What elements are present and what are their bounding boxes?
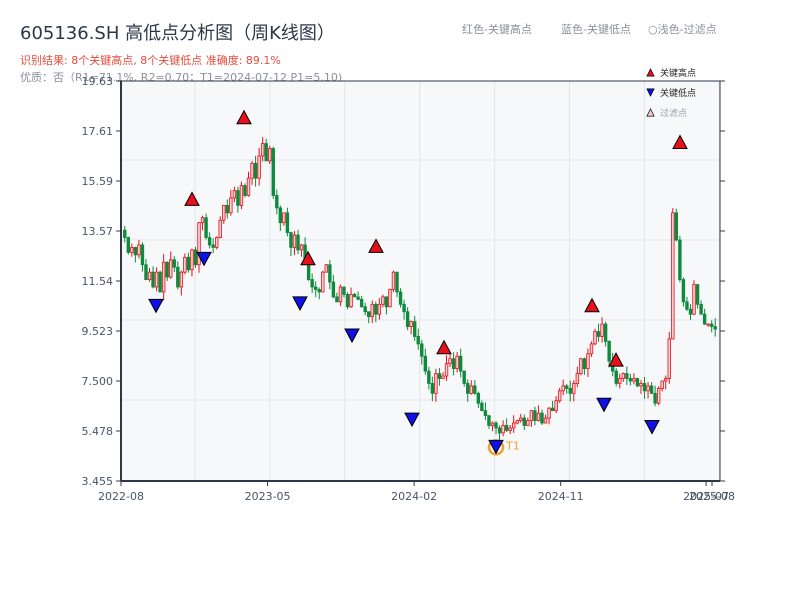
y-tick-label: 7.500 <box>82 375 114 388</box>
top-legend-light: ○浅色-过滤点 <box>648 23 717 36</box>
triangle-outline-icon <box>646 108 655 117</box>
plot-area <box>121 81 720 481</box>
x-tick-label: 2025-08 <box>689 490 735 503</box>
triangle-up-icon <box>646 68 655 77</box>
x-tick-label: 2024-11 <box>538 490 584 503</box>
x-tick-label: 2024-02 <box>391 490 437 503</box>
triangle-down-icon <box>646 88 655 97</box>
axes: 3.455 5.478 7.500 9.523 11.54 13.57 15.59 17.61… <box>82 75 735 503</box>
y-tick-label: 3.455 <box>82 475 114 488</box>
y-tick-label: 15.59 <box>82 175 114 188</box>
svg-text:T1: T1 <box>505 439 520 452</box>
legend-item-key-high: 关键高点 <box>646 66 696 79</box>
y-tick-label: 13.57 <box>82 225 114 238</box>
y-tick-label: 5.478 <box>82 425 114 438</box>
result-summary: 识别结果: 8个关键高点, 8个关键低点 准确度: 89.1% <box>20 54 281 67</box>
y-tick-label: 19.63 <box>82 75 114 88</box>
top-legend-red: 红色-关键高点 <box>462 23 532 36</box>
candles <box>123 137 717 441</box>
legend-item-filtered: 过滤点 <box>646 106 687 119</box>
y-tick-label: 17.61 <box>82 125 114 138</box>
legend-item-key-low: 关键低点 <box>646 86 696 99</box>
y-tick-label: 9.523 <box>82 325 114 338</box>
legend-label: 关键低点 <box>660 89 697 99</box>
key-point-markers: T1 <box>148 109 688 456</box>
x-tick-label: 2022-08 <box>98 490 144 503</box>
x-tick-label: 2023-05 <box>245 490 291 503</box>
x-tick-label: 2025-07 <box>683 490 729 503</box>
y-tick-label: 11.54 <box>82 275 114 288</box>
top-legend-blue: 蓝色-关键低点 <box>561 23 631 36</box>
grid-lines <box>121 81 720 481</box>
legend-label: 关键高点 <box>660 69 697 79</box>
legend-label: 过滤点 <box>660 109 688 119</box>
chart-title: 605136.SH 高低点分析图（周K线图） <box>20 23 335 44</box>
